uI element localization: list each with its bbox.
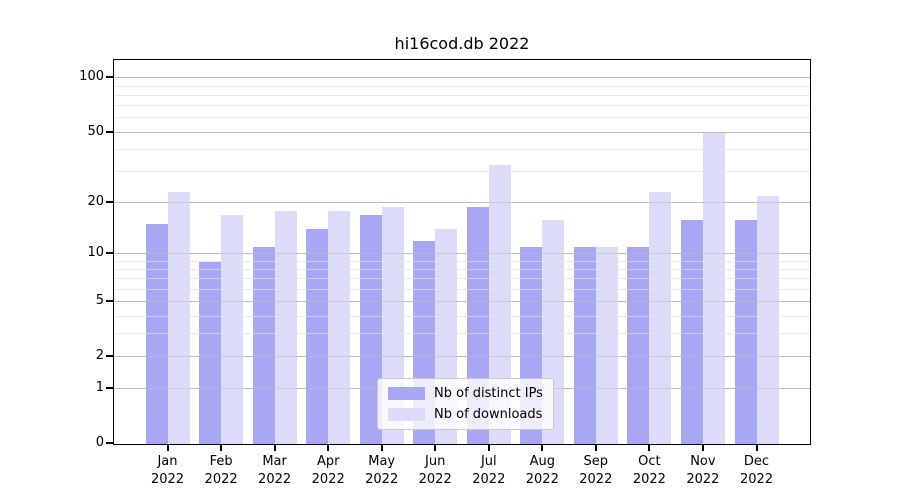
y-tick-mark (106, 300, 114, 302)
bar-distinct-ips (199, 261, 222, 444)
bar-distinct-ips (359, 215, 382, 444)
bar-downloads (221, 215, 244, 444)
x-tick-label: Jan 2022 (150, 454, 185, 487)
x-tick-label: Nov 2022 (686, 454, 720, 487)
x-tick-label: Sep 2022 (579, 454, 613, 487)
x-tick-label: Mar 2022 (258, 454, 292, 487)
y-tick-mark (106, 354, 114, 357)
x-tick-mark (380, 444, 383, 451)
y-tick-label: 5 (95, 293, 104, 308)
legend-swatch-downloads (388, 408, 425, 421)
chart-title: hi16cod.db 2022 (394, 34, 530, 53)
legend-label-downloads: Nb of downloads (434, 407, 543, 422)
x-tick-label: Jun 2022 (418, 454, 452, 487)
legend-swatch-distinct-ips (388, 387, 425, 400)
y-tick-mark (106, 130, 114, 133)
x-tick-mark (648, 444, 651, 451)
plot-area: Nb of distinct IPs Nb of downloads (113, 59, 811, 445)
x-tick-mark (220, 444, 223, 451)
bar-distinct-ips (680, 219, 703, 444)
x-tick-mark (541, 444, 544, 451)
bar-downloads (274, 210, 297, 444)
y-tick-mark (106, 387, 114, 390)
x-tick-mark (434, 444, 437, 451)
legend-row-distinct-ips: Nb of distinct IPs (388, 386, 543, 401)
x-tick-label: Apr 2022 (311, 454, 345, 487)
bar-distinct-ips (306, 229, 329, 444)
x-tick-mark (327, 444, 330, 451)
legend-label-distinct-ips: Nb of distinct IPs (434, 386, 543, 401)
bar-distinct-ips (734, 219, 757, 444)
x-tick-label: Jul 2022 (472, 454, 506, 487)
x-tick-mark (166, 444, 169, 451)
bar-distinct-ips (145, 224, 168, 444)
bar-downloads (167, 192, 190, 444)
bar-downloads (649, 192, 672, 444)
bar-distinct-ips (252, 247, 275, 444)
y-tick-mark (106, 200, 114, 203)
y-tick-mark (106, 252, 114, 254)
legend-row-downloads: Nb of downloads (388, 407, 543, 422)
y-tick-mark (106, 442, 114, 444)
y-tick-label: 1 (95, 380, 104, 396)
x-tick-mark (487, 444, 490, 451)
x-tick-label: Aug 2022 (525, 454, 559, 487)
y-tick-label: 2 (95, 347, 104, 363)
bar-downloads (756, 195, 779, 444)
x-tick-mark (701, 444, 704, 451)
x-tick-label: Feb 2022 (204, 454, 238, 487)
y-tick-label: 20 (87, 193, 104, 209)
bar-downloads (702, 132, 725, 444)
y-tick-mark (106, 76, 114, 79)
bar-distinct-ips (573, 247, 596, 444)
bar-downloads (328, 210, 351, 444)
x-tick-label: Oct 2022 (632, 454, 666, 487)
bar-downloads (595, 247, 618, 444)
bar-distinct-ips (627, 247, 650, 444)
y-tick-label: 100 (79, 69, 104, 85)
legend: Nb of distinct IPs Nb of downloads (377, 378, 554, 430)
bar-downloads (488, 164, 511, 444)
x-tick-label: May 2022 (365, 454, 399, 487)
y-tick-label: 50 (87, 123, 104, 139)
y-tick-label: 0 (95, 435, 104, 450)
x-tick-label: Dec 2022 (739, 454, 774, 487)
x-tick-mark (273, 444, 276, 451)
y-tick-label: 10 (87, 245, 104, 260)
x-tick-mark (755, 444, 758, 451)
x-tick-mark (594, 444, 597, 451)
